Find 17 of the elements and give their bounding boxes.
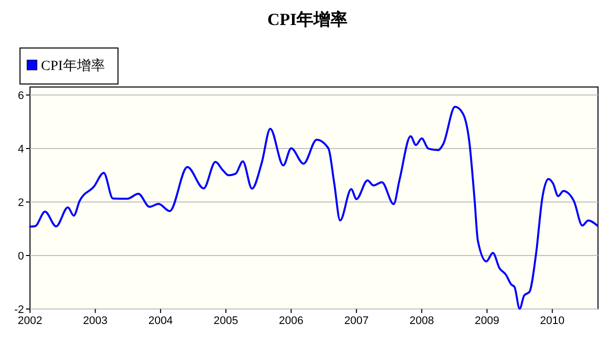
y-tick-label: 4 <box>18 144 24 156</box>
y-tick-label: 6 <box>18 90 24 102</box>
x-tick-label: 2008 <box>409 315 434 327</box>
x-tick-label: 2004 <box>148 315 173 327</box>
legend-label: CPI年增率 <box>41 58 105 74</box>
x-tick-label: 2002 <box>18 315 42 327</box>
x-tick-label: 2006 <box>278 315 304 327</box>
x-tick-label: 2005 <box>214 315 238 327</box>
x-tick-label: 2003 <box>83 315 108 327</box>
y-tick-label: -2 <box>14 304 24 316</box>
x-tick-label: 2007 <box>344 315 369 327</box>
y-tick-label: 2 <box>18 197 24 210</box>
y-tick-label: 0 <box>18 250 24 263</box>
line-series <box>29 106 598 310</box>
x-tick-label: 2010 <box>540 315 565 327</box>
x-tick-label: 2009 <box>474 315 500 327</box>
chart-title: CPI年增率 <box>267 10 348 29</box>
